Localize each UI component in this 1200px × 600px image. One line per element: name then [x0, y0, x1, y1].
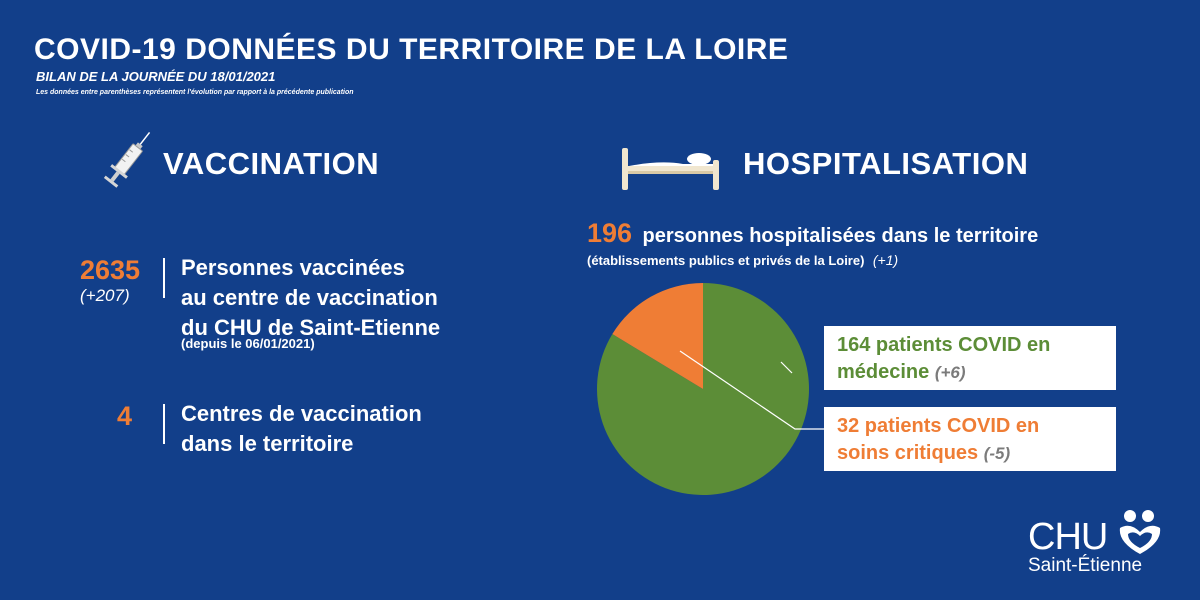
hospitalised-detail: (établissements publics et privés de la … — [587, 253, 865, 268]
legend-critiques: 32 patients COVID en soins critiques (-5… — [824, 407, 1116, 471]
page-title: COVID-19 DONNÉES DU TERRITOIRE DE LA LOI… — [34, 33, 789, 66]
hospitalised-total: 196 personnes hospitalisées dans le terr… — [587, 218, 1038, 249]
bed-icon — [622, 148, 719, 190]
hospitalisation-pie-chart — [597, 283, 825, 495]
heart-people-icon — [1119, 510, 1161, 554]
page-subtitle: BILAN DE LA JOURNÉE DU 18/01/2021 — [36, 69, 276, 84]
vaccinated-since: (depuis le 06/01/2021) — [181, 336, 315, 351]
centres-label-line2: dans le territoire — [181, 431, 354, 456]
syringe-icon — [104, 131, 151, 188]
hospitalisation-title: HOSPITALISATION — [743, 146, 1029, 181]
legend-critiques-line2: soins critiques — [837, 442, 979, 464]
leader-line-medecine — [780, 361, 793, 374]
page-note: Les données entre parenthèses représente… — [36, 89, 354, 96]
logo-city: Saint-Étienne — [1028, 555, 1143, 576]
chu-logo: CHU Saint-Étienne — [1028, 510, 1161, 577]
legend-critiques-evolution: (-5) — [983, 444, 1011, 463]
vaccinated-label: Personnes vaccinées au centre de vaccina… — [181, 253, 440, 343]
divider — [163, 404, 165, 444]
hospitalised-count: 196 — [587, 218, 633, 248]
centres-label-line1: Centres de vaccination — [181, 401, 422, 426]
legend-critiques-line1: 32 patients COVID en — [837, 415, 1040, 437]
logo-name: CHU — [1028, 516, 1108, 558]
vaccinated-count: 2635 — [80, 255, 141, 285]
vaccinated-label-line2: au centre de vaccination — [181, 285, 438, 310]
centres-label: Centres de vaccination dans le territoir… — [181, 399, 422, 459]
centres-count: 4 — [117, 401, 133, 431]
legend-medecine-line2: médecine — [837, 361, 930, 383]
vaccinated-label-line3: du CHU de Saint-Etienne — [181, 315, 441, 340]
legend-medecine-line1: 164 patients COVID en — [837, 334, 1051, 356]
leader-line-critiques — [679, 350, 825, 430]
vaccinated-evolution: (+207) — [80, 286, 130, 305]
legend-medecine-evolution: (+6) — [934, 363, 966, 382]
hospitalised-evolution: (+1) — [872, 252, 899, 268]
pie-slice-soins-critiques — [612, 283, 703, 389]
vaccinated-label-line1: Personnes vaccinées — [181, 255, 405, 280]
hospitalised-label: personnes hospitalisées dans le territoi… — [642, 225, 1039, 247]
legend-medecine: 164 patients COVID en médecine (+6) — [824, 326, 1116, 390]
vaccination-title: VACCINATION — [163, 146, 380, 181]
hospitalised-detail-line: (établissements publics et privés de la … — [587, 252, 898, 270]
divider — [163, 258, 165, 298]
